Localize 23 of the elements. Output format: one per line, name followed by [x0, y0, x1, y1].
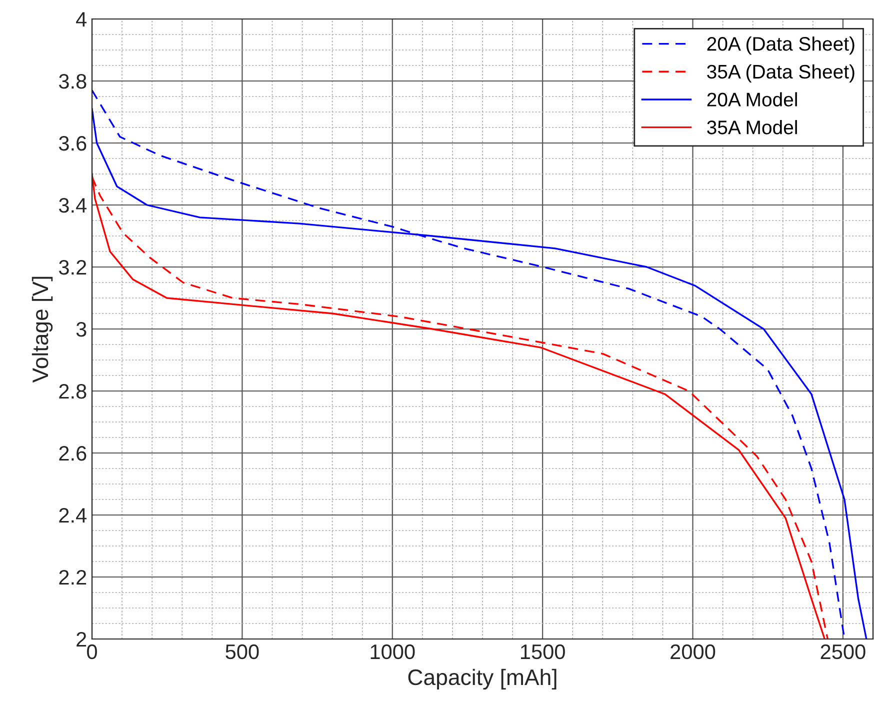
x-axis-title: Capacity [mAh]	[408, 668, 556, 690]
y-tick-label: 2.8	[59, 384, 86, 399]
x-tick-label: 500	[226, 644, 259, 660]
y-tick-label: 2.4	[59, 508, 87, 523]
x-tick-label: 0	[87, 644, 97, 660]
legend-label: 35A Model	[707, 120, 797, 134]
y-tick-label: 4	[76, 12, 87, 27]
legend-label: 20A (Data Sheet)	[707, 36, 854, 55]
x-tick-label: 2500	[820, 644, 866, 660]
y-tick-label: 2.6	[59, 446, 86, 461]
y-tick-label: 2	[76, 632, 86, 647]
y-tick-label: 2.2	[59, 570, 86, 585]
x-tick-label: 2000	[670, 644, 716, 660]
legend-label: 20A Model	[707, 92, 797, 106]
y-tick-label: 3.8	[58, 74, 86, 89]
legend-label: 35A (Data Sheet)	[707, 64, 854, 82]
y-axis-title: Voltage [V]	[32, 276, 53, 383]
y-tick-label: 3	[76, 322, 86, 337]
x-tick-label: 1500	[520, 644, 565, 660]
y-tick-label: 3.4	[58, 198, 87, 213]
y-tick-label: 3.2	[58, 260, 86, 275]
x-tick-label: 1000	[370, 644, 415, 660]
y-tick-label: 3.6	[58, 136, 86, 151]
